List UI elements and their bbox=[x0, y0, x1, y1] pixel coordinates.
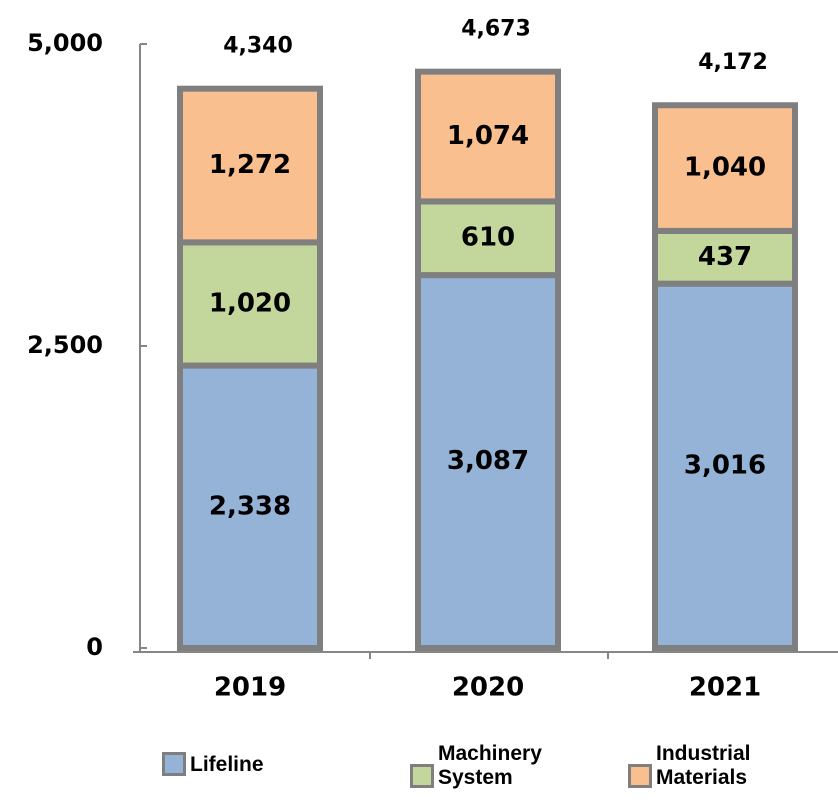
total-label: 4,673 bbox=[461, 17, 531, 42]
total-label: 4,172 bbox=[698, 50, 768, 75]
data-label: 1,040 bbox=[684, 153, 766, 183]
bar-segment bbox=[652, 102, 798, 234]
legend-swatch bbox=[410, 764, 434, 788]
legend-item: Lifeline bbox=[162, 752, 292, 778]
y-tick-label: 2,500 bbox=[27, 331, 103, 359]
data-label: 3,087 bbox=[447, 446, 529, 476]
data-label: 1,074 bbox=[447, 121, 529, 151]
legend-label: Machinery System bbox=[438, 742, 542, 789]
data-label: 1,020 bbox=[209, 288, 291, 318]
bar-segment bbox=[177, 239, 323, 369]
data-label: 2,338 bbox=[209, 491, 291, 521]
data-label: 1,272 bbox=[209, 150, 291, 180]
x-tick-label: 2021 bbox=[689, 673, 761, 703]
bar-segment bbox=[177, 362, 323, 651]
legend-label: Lifeline bbox=[190, 753, 264, 776]
data-label: 437 bbox=[698, 242, 752, 272]
y-tick-label: 0 bbox=[86, 633, 103, 661]
y-tick-label: 5,000 bbox=[27, 29, 103, 57]
legend-item: Industrial Materials bbox=[628, 742, 778, 790]
chart: 0 2,500 5,000 2,338 1,020 1,272 4,340 2019 3,087… bbox=[27, 17, 838, 703]
legend-swatch bbox=[628, 764, 652, 788]
x-tick-label: 2020 bbox=[452, 673, 524, 703]
total-label: 4,340 bbox=[223, 34, 293, 59]
data-label: 610 bbox=[461, 223, 515, 253]
bar-segment bbox=[415, 68, 561, 205]
legend-label: Industrial Materials bbox=[656, 742, 751, 789]
bar-segment bbox=[177, 85, 323, 246]
legend-item: Machinery System bbox=[410, 742, 560, 790]
legend-swatch bbox=[162, 752, 186, 776]
x-tick-label: 2019 bbox=[214, 673, 286, 703]
data-label: 3,016 bbox=[684, 450, 766, 480]
